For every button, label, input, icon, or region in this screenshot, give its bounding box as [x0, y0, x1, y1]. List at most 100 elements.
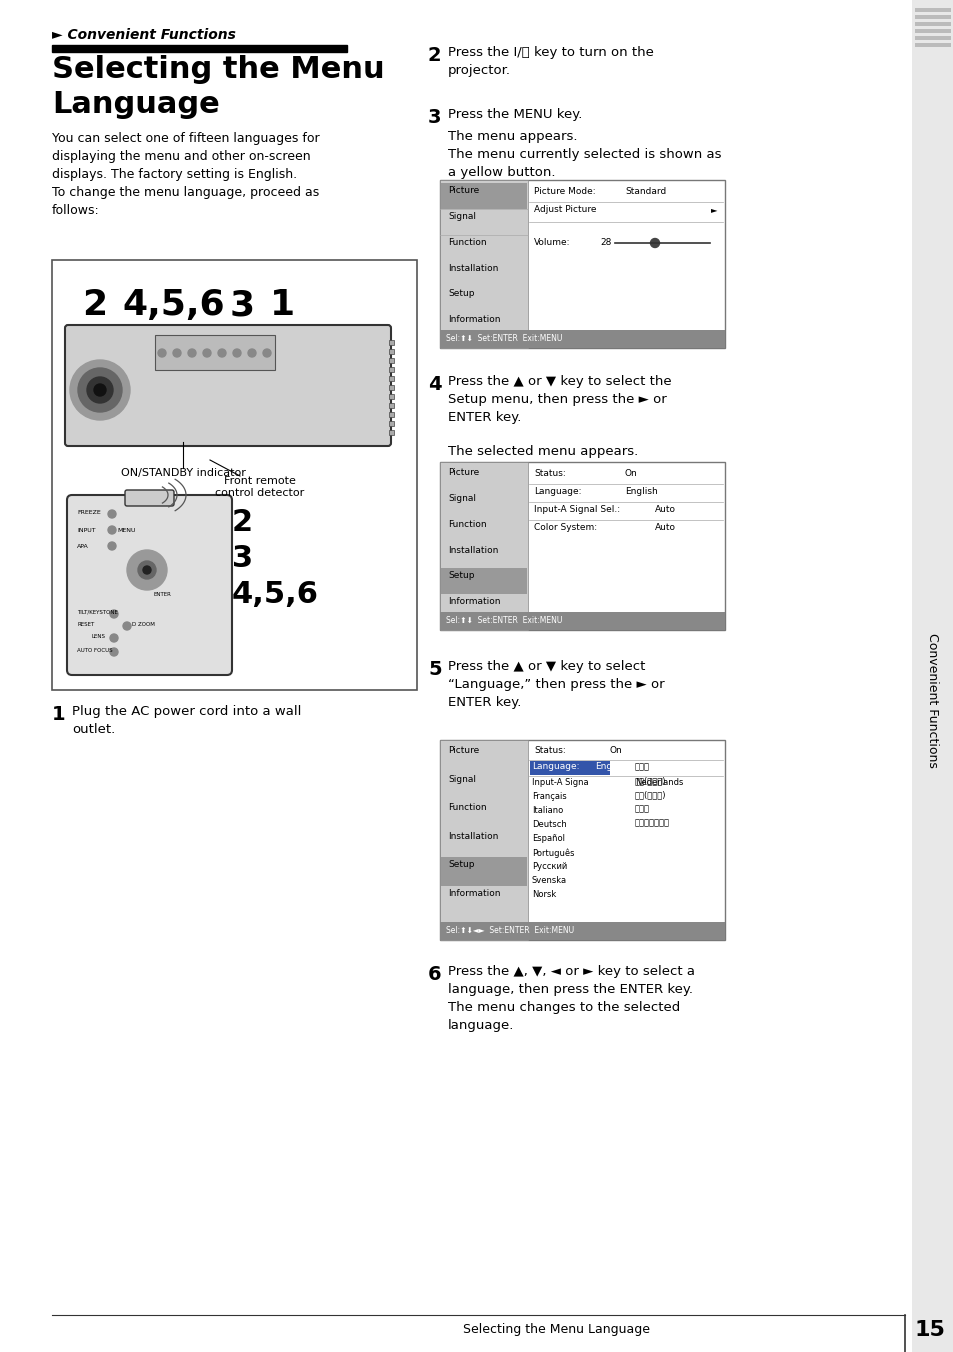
Bar — [389, 358, 394, 362]
Text: ►: ► — [710, 206, 717, 214]
Text: Svenska: Svenska — [532, 876, 566, 886]
Text: Sel:⬆⬇◄►  Set:ENTER  Exit:MENU: Sel:⬆⬇◄► Set:ENTER Exit:MENU — [446, 926, 574, 936]
Circle shape — [108, 510, 116, 518]
Bar — [389, 393, 394, 399]
Text: Installation: Installation — [448, 264, 497, 273]
Text: APA: APA — [77, 544, 89, 549]
Circle shape — [172, 349, 181, 357]
Text: Plug the AC power cord into a wall
outlet.: Plug the AC power cord into a wall outle… — [71, 704, 301, 735]
Text: ON/STANDBY indicator: ON/STANDBY indicator — [120, 468, 245, 479]
Text: 5: 5 — [428, 660, 441, 679]
Circle shape — [94, 384, 106, 396]
Text: Signal: Signal — [448, 212, 476, 220]
Text: TILT/KEYSTONE: TILT/KEYSTONE — [77, 610, 118, 615]
Text: You can select one of fifteen languages for
displaying the menu and other on-scr: You can select one of fifteen languages … — [52, 132, 319, 218]
Bar — [389, 420, 394, 426]
Text: 2: 2 — [428, 46, 441, 65]
Text: AUTO FOCUS: AUTO FOCUS — [77, 648, 112, 653]
Bar — [52, 260, 416, 690]
Circle shape — [650, 238, 659, 247]
Text: On: On — [624, 469, 638, 479]
Text: Standard: Standard — [624, 187, 665, 196]
Text: 中文(繁體字): 中文(繁體字) — [635, 790, 666, 799]
Text: 3: 3 — [232, 544, 253, 573]
Bar — [52, 45, 347, 51]
Bar — [389, 339, 394, 345]
Text: The selected menu appears.: The selected menu appears. — [448, 445, 638, 458]
Bar — [439, 462, 527, 630]
Text: Picture: Picture — [448, 468, 478, 477]
Text: 日本語: 日本語 — [635, 763, 649, 771]
Text: Language:: Language: — [534, 487, 581, 496]
Text: ENTER: ENTER — [153, 592, 172, 598]
Text: 28: 28 — [599, 238, 611, 247]
Text: ภาษาไทย: ภาษาไทย — [635, 818, 669, 827]
Text: 한국어: 한국어 — [635, 804, 649, 813]
Circle shape — [123, 622, 131, 630]
Text: Function: Function — [448, 803, 486, 813]
Text: 4,5,6: 4,5,6 — [232, 580, 318, 608]
Bar — [439, 612, 724, 630]
Text: Information: Information — [448, 315, 500, 324]
Text: 2: 2 — [232, 508, 253, 537]
Text: ► Convenient Functions: ► Convenient Functions — [52, 28, 235, 42]
Text: 2: 2 — [82, 288, 107, 322]
Circle shape — [110, 634, 118, 642]
Circle shape — [203, 349, 211, 357]
Bar — [440, 568, 526, 595]
Bar — [389, 366, 394, 372]
Bar — [440, 857, 526, 886]
Text: 3: 3 — [230, 288, 254, 322]
Bar — [389, 349, 394, 354]
Text: Press the ▲, ▼, ◄ or ► key to select a
language, then press the ENTER key.
The m: Press the ▲, ▼, ◄ or ► key to select a l… — [448, 965, 695, 1032]
Text: LENS: LENS — [91, 634, 106, 639]
Text: Picture: Picture — [448, 746, 478, 754]
Bar — [911, 0, 953, 1352]
Text: Installation: Installation — [448, 546, 497, 554]
Bar — [530, 761, 609, 775]
Circle shape — [138, 561, 156, 579]
Bar — [389, 376, 394, 381]
Text: Function: Function — [448, 238, 486, 246]
Circle shape — [248, 349, 255, 357]
Text: Language:: Language: — [532, 763, 578, 771]
Text: RESET: RESET — [77, 622, 94, 627]
Bar — [154, 335, 274, 370]
Text: Signal: Signal — [448, 493, 476, 503]
Circle shape — [188, 349, 195, 357]
Text: Function: Function — [448, 519, 486, 529]
Text: Color System:: Color System: — [534, 523, 597, 531]
Text: English: English — [595, 763, 627, 771]
Text: Sel:⬆⬇  Set:ENTER  Exit:MENU: Sel:⬆⬇ Set:ENTER Exit:MENU — [446, 617, 561, 625]
Circle shape — [78, 368, 122, 412]
Text: Português: Português — [532, 848, 574, 857]
Text: Press the I/⏻ key to turn on the
projector.: Press the I/⏻ key to turn on the project… — [448, 46, 653, 77]
Text: Convenient Functions: Convenient Functions — [925, 633, 939, 768]
Text: Deutsch: Deutsch — [532, 821, 566, 829]
Text: 15: 15 — [914, 1320, 944, 1340]
Text: FREEZE: FREEZE — [77, 510, 101, 515]
Text: Volume:: Volume: — [534, 238, 570, 247]
Text: Press the MENU key.: Press the MENU key. — [448, 108, 581, 120]
Text: Setup: Setup — [448, 289, 474, 299]
Circle shape — [127, 550, 167, 589]
Circle shape — [110, 610, 118, 618]
Text: Language: Language — [52, 91, 219, 119]
Text: Auto: Auto — [655, 506, 676, 514]
Text: D ZOOM: D ZOOM — [132, 622, 154, 627]
Bar — [439, 740, 724, 940]
Text: Français: Français — [532, 792, 566, 800]
Text: 1: 1 — [270, 288, 294, 322]
Bar — [389, 403, 394, 408]
Bar — [439, 740, 527, 940]
Text: Picture: Picture — [448, 187, 478, 195]
Bar — [914, 22, 950, 26]
Text: 4,5,6: 4,5,6 — [122, 288, 224, 322]
Text: Installation: Installation — [448, 831, 497, 841]
FancyBboxPatch shape — [65, 324, 391, 446]
Text: 4: 4 — [428, 375, 441, 393]
Bar — [914, 15, 950, 19]
Bar — [439, 462, 724, 630]
Circle shape — [110, 648, 118, 656]
FancyBboxPatch shape — [67, 495, 232, 675]
